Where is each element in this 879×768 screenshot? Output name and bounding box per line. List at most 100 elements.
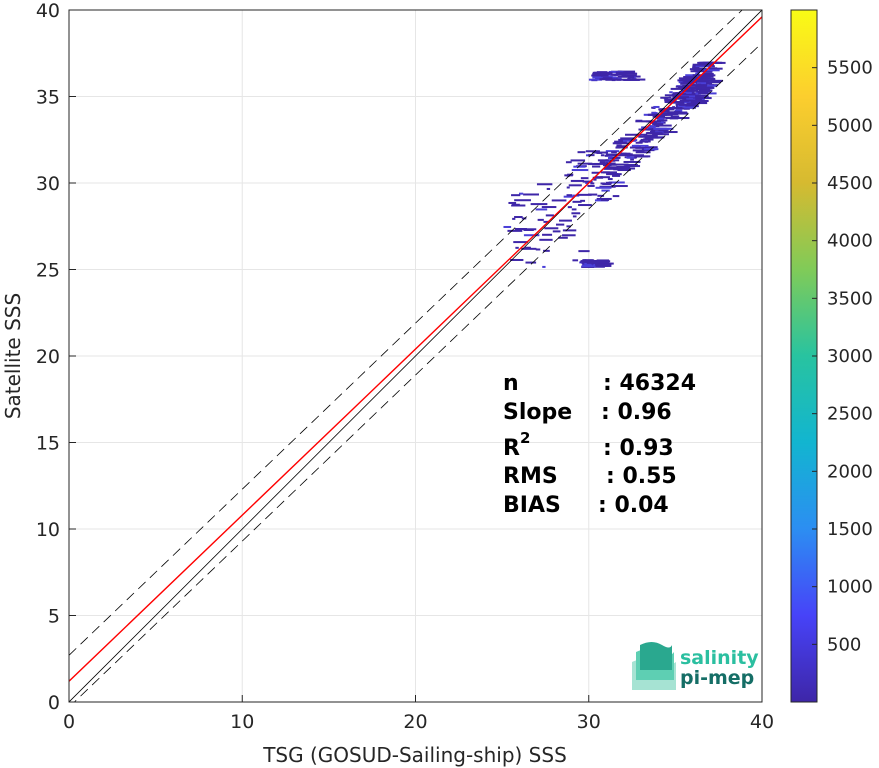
scatter-point	[708, 81, 721, 84]
y-tick-label: 5	[48, 606, 60, 628]
scatter-point	[599, 185, 616, 188]
scatter-point	[600, 182, 605, 185]
scatter-point	[543, 220, 549, 223]
scatter-point	[600, 198, 610, 201]
scatter-point	[562, 234, 576, 237]
scatter-point	[693, 66, 700, 69]
scatter-point	[592, 165, 601, 168]
scatter-point	[597, 159, 609, 162]
scatter-point	[628, 154, 645, 157]
scatter-point	[605, 166, 618, 169]
scatter-point	[678, 87, 692, 90]
scatter-point	[680, 79, 694, 82]
scatter-point	[635, 141, 643, 144]
scatter-point	[512, 203, 520, 206]
scatter-point	[653, 105, 660, 108]
scatter-point	[643, 138, 651, 141]
scatter-point	[571, 208, 577, 211]
logo-line1: salinity	[680, 647, 759, 669]
scatter-point	[672, 96, 689, 99]
scatter-point	[566, 174, 570, 177]
scatter-point	[692, 65, 699, 68]
scatter-point	[559, 219, 572, 222]
scatter-point	[541, 206, 557, 209]
scatter-point	[668, 94, 680, 97]
scatter-point	[652, 123, 664, 126]
scatter-point	[621, 137, 627, 140]
scatter-point	[590, 182, 595, 185]
scatter-point	[616, 165, 631, 168]
stat-r2-label: R	[503, 436, 520, 461]
scatter-point	[670, 87, 683, 90]
scatter-point	[641, 126, 656, 129]
scatter-point	[604, 163, 617, 166]
scatter-point	[616, 146, 628, 149]
logo-line2: pi-mep	[680, 667, 754, 689]
scatter-point	[696, 90, 709, 93]
scatter-point	[612, 174, 621, 177]
scatter-point	[615, 146, 621, 149]
scatter-point	[635, 120, 641, 123]
wave-layers-icon	[632, 642, 676, 690]
scatter-point	[701, 89, 713, 92]
scatter-point	[535, 208, 548, 211]
scatter-point	[699, 79, 708, 82]
scatter-point	[650, 125, 656, 128]
scatter-point	[658, 117, 664, 120]
scatter-point	[600, 154, 605, 157]
scatter-point	[600, 171, 617, 174]
scatter-point	[608, 75, 613, 78]
scatter-point	[619, 139, 624, 142]
scatter-point	[566, 225, 571, 228]
scatter-point	[586, 261, 597, 264]
scatter-point	[604, 167, 621, 170]
scatter-point	[510, 258, 524, 261]
scatter-point	[705, 63, 714, 66]
scatter-point	[615, 77, 622, 80]
scatter-point	[695, 64, 705, 67]
scatter-point	[660, 112, 677, 115]
scatter-point	[682, 98, 696, 101]
scatter-point	[659, 108, 675, 111]
scatter-point	[692, 74, 696, 77]
scatter-point	[591, 171, 599, 174]
scatter-point	[602, 183, 612, 185]
scatter-point	[686, 91, 692, 94]
scatter-point	[596, 71, 608, 74]
scatter-point	[611, 73, 626, 76]
stat-r2-sup: 2	[520, 429, 530, 447]
scatter-point	[630, 158, 634, 161]
scatter-point	[631, 78, 637, 81]
scatter-point	[678, 91, 692, 94]
scatter-point	[681, 93, 695, 96]
scatter-point	[599, 161, 606, 164]
scatter-point	[700, 75, 714, 78]
scatter-point	[543, 249, 550, 252]
scatter-point	[623, 71, 627, 74]
scatter-point	[638, 128, 649, 131]
scatter-point	[519, 192, 524, 195]
scatter-point	[678, 81, 687, 84]
scatter-point	[644, 136, 659, 139]
scatter-point	[600, 176, 610, 179]
scatter-point	[578, 204, 592, 207]
y-tick-label: 25	[36, 260, 60, 282]
scatter-point	[692, 63, 709, 66]
scatter-point	[708, 67, 718, 70]
scatter-point	[590, 261, 607, 264]
stat-n-label: n	[503, 371, 519, 396]
scatter-point	[623, 160, 641, 163]
scatter-point	[514, 199, 531, 202]
scatter-point	[568, 184, 582, 187]
scatter-point	[608, 172, 616, 175]
scatter-point	[623, 154, 632, 157]
colorbar-tick-label: 3500	[827, 288, 873, 309]
scatter-point	[611, 185, 628, 188]
scatter-point	[699, 68, 707, 71]
scatter-point	[635, 151, 651, 154]
scatter-point	[631, 144, 639, 147]
scatter-point	[592, 151, 609, 154]
scatter-point	[672, 106, 676, 109]
scatter-point	[582, 180, 593, 183]
